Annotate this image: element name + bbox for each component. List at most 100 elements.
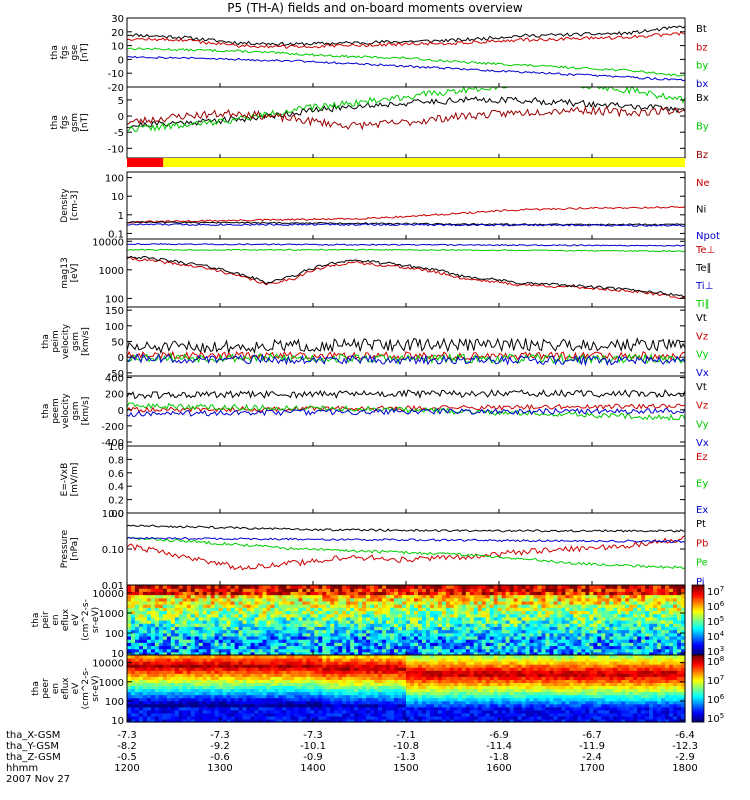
spectrogram-cell bbox=[222, 697, 228, 702]
spectrogram-cell bbox=[158, 712, 164, 717]
y-tick-label: 200 bbox=[105, 390, 124, 401]
spectrogram-cell bbox=[374, 694, 379, 699]
spectrogram-cell bbox=[390, 691, 395, 696]
spectrogram-cell bbox=[354, 642, 359, 647]
spectrogram-cell bbox=[134, 607, 140, 612]
spectrogram-cell bbox=[657, 642, 662, 647]
spectrogram-cell bbox=[378, 688, 383, 693]
spectrogram-cell bbox=[645, 588, 650, 592]
spectrogram-cell bbox=[386, 635, 391, 640]
spectrogram-cell bbox=[433, 588, 439, 592]
spectrogram-cell bbox=[362, 642, 367, 647]
spectrogram-cell bbox=[346, 718, 351, 723]
spectrogram-cell bbox=[681, 597, 686, 602]
spectrogram-cell bbox=[282, 658, 288, 662]
spectrogram-cell bbox=[242, 676, 248, 680]
spectrogram-cell bbox=[469, 594, 475, 599]
spectrogram-cell bbox=[158, 718, 164, 723]
spectrogram-cell bbox=[445, 600, 451, 605]
spectrogram-cell bbox=[374, 655, 379, 659]
spectrogram-cell bbox=[358, 703, 363, 708]
spectrogram-cell bbox=[318, 635, 323, 640]
spectrogram-cell bbox=[318, 623, 323, 627]
y-tick-label: 0 bbox=[118, 406, 124, 417]
spectrogram-cell bbox=[142, 610, 148, 615]
spectrogram-cell bbox=[162, 597, 168, 602]
y-tick-label: 0.8 bbox=[108, 455, 124, 466]
spectrogram-cell bbox=[270, 635, 276, 640]
spectrogram-cell bbox=[497, 604, 503, 608]
spectrogram-cell bbox=[282, 626, 288, 631]
spectrogram-cell bbox=[409, 651, 415, 656]
spectrogram-cell bbox=[561, 642, 567, 647]
spectrogram-cell bbox=[406, 635, 411, 640]
spectrogram-cell bbox=[553, 610, 559, 615]
spectrogram-cell bbox=[314, 645, 319, 650]
spectrogram-cell bbox=[382, 709, 387, 714]
spectrogram-cell bbox=[186, 697, 192, 702]
spectrogram-cell bbox=[597, 639, 602, 643]
spectrogram-cell bbox=[370, 658, 375, 662]
spectrogram-cell bbox=[206, 658, 212, 662]
spectrogram-cell bbox=[238, 676, 244, 680]
spectrogram-cell bbox=[541, 616, 547, 621]
spectrogram-cell bbox=[354, 620, 359, 624]
spectrogram-cell bbox=[469, 613, 475, 618]
spectrogram-cell bbox=[541, 607, 547, 612]
spectrogram-cell bbox=[242, 709, 248, 714]
spectrogram-cell bbox=[346, 658, 351, 662]
spectrogram-cell bbox=[206, 673, 212, 677]
spectrogram-cell bbox=[402, 635, 407, 640]
spectrogram-cell bbox=[429, 594, 435, 599]
spectrogram-cell bbox=[318, 661, 323, 665]
spectrogram-cell bbox=[326, 658, 331, 662]
spectrogram-cell bbox=[150, 651, 156, 656]
spectrogram-cell bbox=[477, 639, 483, 643]
spectrogram-cell bbox=[338, 597, 343, 602]
spectrogram-cell bbox=[677, 600, 682, 605]
spectrogram-cell bbox=[174, 715, 180, 720]
spectrogram-cell bbox=[202, 709, 208, 714]
spectrogram-cell bbox=[310, 591, 315, 596]
spectrogram-cell bbox=[581, 626, 586, 631]
spectrogram-cell bbox=[250, 703, 256, 708]
spectrogram-cell bbox=[222, 639, 228, 643]
spectrogram-cell bbox=[521, 604, 527, 608]
spectrogram-cell bbox=[242, 703, 248, 708]
spectrogram-cell bbox=[390, 679, 395, 684]
spectrogram-cell bbox=[198, 623, 204, 627]
spectrogram-cell bbox=[358, 613, 363, 618]
spectrogram-cell bbox=[453, 632, 459, 637]
spectrogram-cell bbox=[370, 600, 375, 605]
spectrogram-cell bbox=[210, 718, 216, 723]
spectrogram-cell bbox=[334, 645, 339, 650]
spectrogram-cell bbox=[445, 604, 451, 608]
spectrogram-cell bbox=[394, 639, 399, 643]
spectrogram-cell bbox=[613, 616, 618, 621]
spectrogram-cell bbox=[657, 648, 662, 653]
spectrogram-cell bbox=[366, 642, 371, 647]
spectrogram-cell bbox=[290, 588, 295, 592]
spectrogram-cell bbox=[310, 613, 315, 618]
spectrogram-cell bbox=[230, 712, 236, 717]
spectrogram-cell bbox=[262, 635, 268, 640]
spectrogram-cell bbox=[330, 709, 335, 714]
spectrogram-cell bbox=[417, 623, 423, 627]
spectrogram-cell bbox=[182, 594, 188, 599]
spectrogram-cell bbox=[433, 635, 439, 640]
spectrogram-cell bbox=[457, 629, 463, 634]
spectrogram-cell bbox=[218, 667, 224, 671]
spectrogram-cell bbox=[214, 691, 220, 696]
spectrogram-cell bbox=[158, 600, 164, 605]
spectrogram-cell bbox=[354, 597, 359, 602]
spectrogram-cell bbox=[382, 670, 387, 674]
spectrogram-cell bbox=[421, 620, 427, 624]
spectrogram-cell bbox=[473, 591, 479, 596]
spectrogram-cell bbox=[645, 604, 650, 608]
spectrogram-cell bbox=[413, 718, 419, 723]
spectrogram-cell bbox=[565, 591, 571, 596]
spectrogram-cell bbox=[274, 604, 280, 608]
spectrogram-cell bbox=[501, 594, 507, 599]
spectrogram-cell bbox=[318, 645, 323, 650]
spectrogram-cell bbox=[413, 648, 419, 653]
